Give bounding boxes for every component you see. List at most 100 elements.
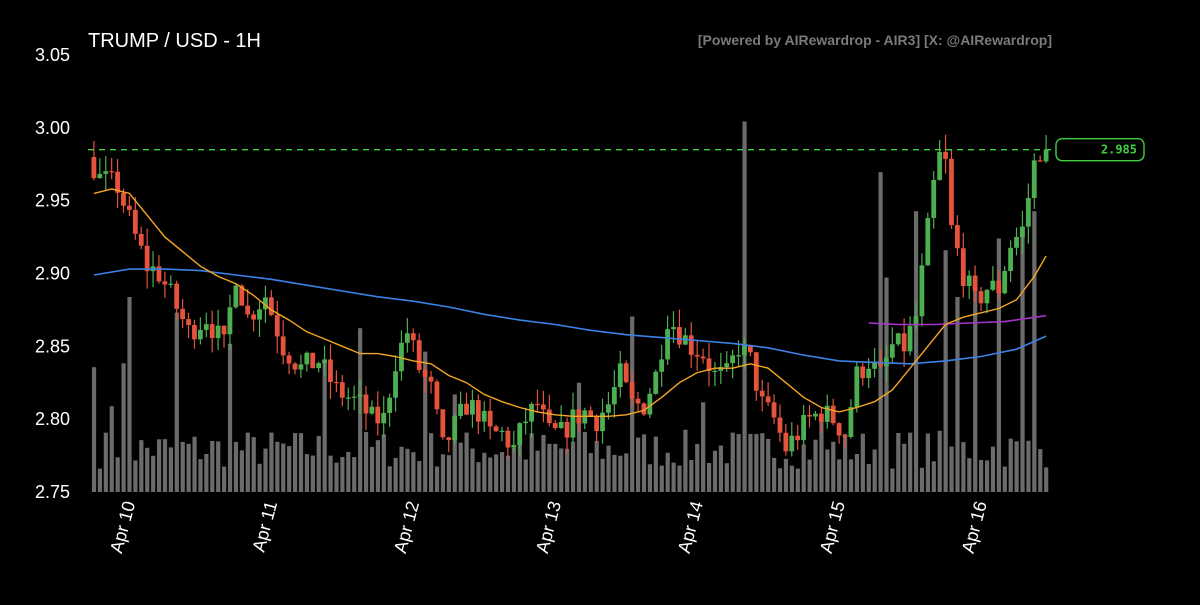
volume-bar bbox=[310, 455, 315, 492]
volume-bar bbox=[281, 443, 286, 492]
candle-down bbox=[901, 318, 907, 368]
volume-bar bbox=[831, 441, 836, 492]
volume-bar bbox=[777, 468, 783, 492]
volume-bar bbox=[1008, 438, 1013, 492]
candle-down bbox=[286, 351, 292, 375]
volume-bar bbox=[659, 465, 664, 492]
candle-down bbox=[641, 402, 647, 416]
candle-up bbox=[801, 405, 807, 446]
volume-bar bbox=[576, 382, 582, 492]
candle-down bbox=[339, 375, 345, 407]
candle-down bbox=[115, 159, 120, 209]
volume-bar bbox=[854, 454, 860, 492]
candle-up bbox=[197, 317, 203, 345]
candle-up bbox=[452, 412, 458, 444]
y-tick-label: 3.05 bbox=[35, 45, 70, 65]
candle-up bbox=[357, 379, 363, 414]
volume-bar bbox=[677, 465, 682, 492]
volume-bar bbox=[884, 277, 889, 492]
volume-bar bbox=[511, 447, 517, 492]
volume-bar bbox=[730, 432, 735, 492]
volume-bar bbox=[695, 443, 700, 492]
volume-bar bbox=[541, 434, 546, 492]
volume-bar bbox=[251, 437, 256, 492]
volume-bar bbox=[470, 448, 475, 492]
volume-bar bbox=[588, 453, 593, 492]
volume-bar bbox=[996, 238, 1001, 492]
candle-down bbox=[268, 290, 274, 317]
candle-up bbox=[470, 389, 475, 428]
candle-up bbox=[937, 140, 943, 181]
volume-bar bbox=[227, 343, 233, 492]
candle-down bbox=[328, 344, 333, 399]
volume-bar bbox=[334, 462, 339, 492]
candle-down bbox=[996, 269, 1002, 301]
candle-up bbox=[653, 369, 659, 395]
volume-bar bbox=[121, 363, 126, 492]
volume-bar bbox=[517, 444, 522, 492]
candle-down bbox=[245, 289, 251, 318]
volume-bar bbox=[174, 312, 179, 492]
volume-bar bbox=[316, 435, 321, 492]
candle-down bbox=[192, 319, 197, 349]
candle-down bbox=[209, 310, 215, 353]
volume-bar bbox=[789, 465, 794, 492]
candle-up bbox=[304, 351, 310, 372]
moving-averages bbox=[93, 188, 1047, 417]
candle-up bbox=[1020, 210, 1025, 254]
candle-down bbox=[446, 436, 452, 453]
candle-down bbox=[783, 423, 789, 456]
candle-down bbox=[1037, 155, 1043, 162]
volume-bar bbox=[458, 442, 463, 492]
candle-up bbox=[1002, 265, 1008, 295]
volume-bar bbox=[180, 441, 185, 492]
volume-bar bbox=[352, 457, 357, 492]
volume-bar bbox=[399, 446, 404, 492]
volume-bar bbox=[523, 459, 528, 492]
volume-bar bbox=[636, 437, 641, 492]
candle-up bbox=[984, 289, 990, 314]
volume-bar bbox=[411, 452, 416, 492]
volume-bar bbox=[429, 433, 434, 492]
candle-down bbox=[428, 370, 434, 394]
volume-bar bbox=[287, 446, 292, 492]
candle-up bbox=[393, 355, 398, 412]
volume-bar bbox=[742, 121, 747, 492]
candle-down bbox=[422, 365, 428, 393]
candle-down bbox=[818, 407, 824, 433]
y-tick-label: 2.75 bbox=[35, 482, 70, 502]
volume-bar bbox=[204, 454, 209, 492]
volume-bar bbox=[819, 414, 824, 492]
candle-down bbox=[878, 349, 883, 368]
candle-down bbox=[109, 157, 115, 180]
volume-bar bbox=[269, 432, 274, 492]
volume-bar bbox=[162, 439, 168, 492]
candle-up bbox=[854, 361, 860, 413]
volume-bar bbox=[760, 433, 765, 492]
volume-bar bbox=[222, 466, 227, 492]
candle-down bbox=[505, 426, 511, 459]
volume-bar bbox=[1014, 441, 1019, 492]
candle-up bbox=[907, 316, 913, 356]
current-price-box bbox=[1055, 137, 1145, 162]
candle-up bbox=[517, 422, 523, 457]
candle-up bbox=[481, 401, 487, 432]
candle-down bbox=[694, 339, 700, 371]
candle-down bbox=[807, 404, 812, 428]
volume-bar bbox=[346, 451, 351, 492]
candle-down bbox=[860, 362, 866, 386]
volume-bar bbox=[801, 444, 806, 492]
candle-down bbox=[688, 322, 694, 369]
candle-down bbox=[375, 391, 381, 436]
current-price-label: 2.985 bbox=[1101, 143, 1137, 157]
candle-down bbox=[132, 197, 138, 240]
y-tick-label: 3.00 bbox=[35, 118, 70, 138]
y-tick-label: 2.80 bbox=[35, 409, 70, 429]
candle-down bbox=[138, 226, 144, 250]
volume-bar bbox=[937, 430, 942, 492]
volume-bar bbox=[783, 458, 789, 492]
candle-up bbox=[257, 301, 262, 337]
candle-down bbox=[487, 398, 493, 440]
volume-bar bbox=[860, 433, 865, 492]
